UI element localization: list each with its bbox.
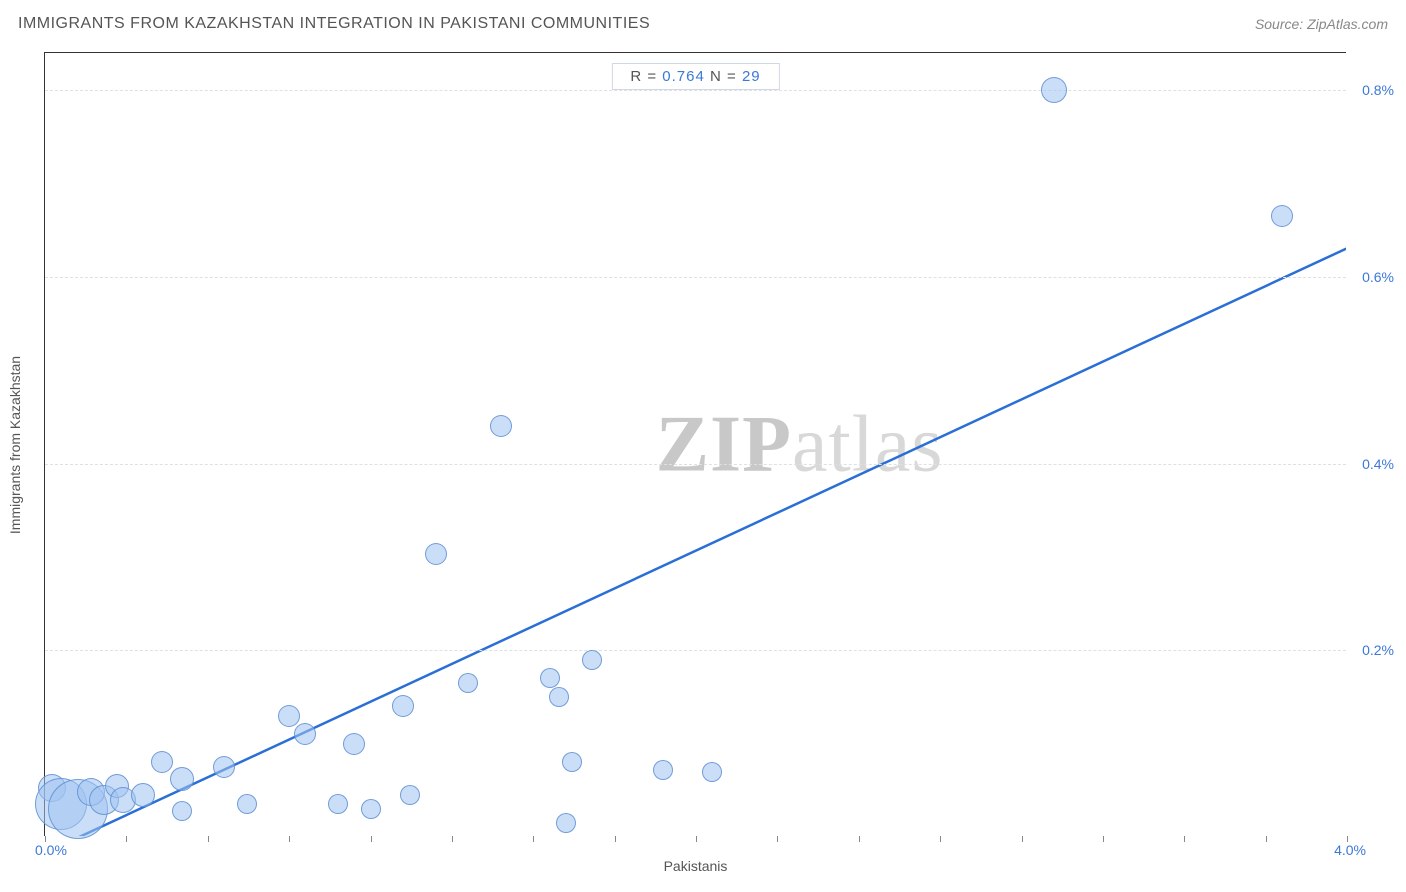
data-point[interactable] xyxy=(556,813,576,833)
gridline-horizontal xyxy=(45,277,1346,278)
x-axis-tick xyxy=(126,836,127,842)
stats-box: R = 0.764 N = 29 xyxy=(611,63,779,90)
x-axis-tick xyxy=(615,836,616,842)
x-axis-tick xyxy=(1184,836,1185,842)
data-point[interactable] xyxy=(278,705,300,727)
data-point[interactable] xyxy=(170,767,194,791)
x-axis-min-label: 0.0% xyxy=(35,842,67,858)
watermark-bold: ZIP xyxy=(656,400,792,488)
gridline-horizontal xyxy=(45,90,1346,91)
data-point[interactable] xyxy=(540,668,560,688)
r-label: R = xyxy=(630,68,662,85)
x-axis-tick xyxy=(45,836,46,842)
gridline-horizontal xyxy=(45,650,1346,651)
data-point[interactable] xyxy=(425,543,447,565)
x-axis-tick xyxy=(1347,836,1348,842)
data-point[interactable] xyxy=(392,695,414,717)
data-point[interactable] xyxy=(294,723,316,745)
data-point[interactable] xyxy=(562,752,582,772)
data-point[interactable] xyxy=(343,733,365,755)
data-point[interactable] xyxy=(172,801,192,821)
data-point[interactable] xyxy=(151,751,173,773)
y-tick-label: 0.2% xyxy=(1362,642,1394,658)
data-point[interactable] xyxy=(328,794,348,814)
gridline-horizontal xyxy=(45,464,1346,465)
x-axis-tick xyxy=(859,836,860,842)
source-attribution: Source: ZipAtlas.com xyxy=(1255,16,1388,32)
data-point[interactable] xyxy=(213,756,235,778)
x-axis-tick xyxy=(452,836,453,842)
x-axis-tick xyxy=(1103,836,1104,842)
data-point[interactable] xyxy=(490,415,512,437)
data-point[interactable] xyxy=(131,783,155,807)
x-axis-tick xyxy=(533,836,534,842)
x-axis-label: Pakistanis xyxy=(664,858,728,874)
x-axis-max-label: 4.0% xyxy=(1334,842,1366,858)
x-axis-tick xyxy=(940,836,941,842)
n-label: N = xyxy=(705,68,742,85)
chart-frame: ZIPatlas R = 0.764 N = 29 Pakistanis Imm… xyxy=(44,52,1346,836)
y-tick-label: 0.8% xyxy=(1362,82,1394,98)
chart-title: IMMIGRANTS FROM KAZAKHSTAN INTEGRATION I… xyxy=(18,15,650,33)
data-point[interactable] xyxy=(458,673,478,693)
data-point[interactable] xyxy=(361,799,381,819)
watermark: ZIPatlas xyxy=(656,399,944,490)
data-point[interactable] xyxy=(549,687,569,707)
x-axis-tick xyxy=(371,836,372,842)
x-axis-tick xyxy=(208,836,209,842)
data-point[interactable] xyxy=(582,650,602,670)
y-tick-label: 0.6% xyxy=(1362,269,1394,285)
y-tick-label: 0.4% xyxy=(1362,456,1394,472)
data-point[interactable] xyxy=(1041,77,1067,103)
data-point[interactable] xyxy=(237,794,257,814)
y-axis-label: Immigrants from Kazakhstan xyxy=(7,355,23,533)
data-point[interactable] xyxy=(1271,205,1293,227)
x-axis-tick xyxy=(289,836,290,842)
watermark-light: atlas xyxy=(792,400,944,488)
chart-header: IMMIGRANTS FROM KAZAKHSTAN INTEGRATION I… xyxy=(0,0,1406,48)
x-axis-tick xyxy=(1022,836,1023,842)
x-axis-tick xyxy=(696,836,697,842)
trendline xyxy=(45,53,1346,836)
data-point[interactable] xyxy=(702,762,722,782)
x-axis-tick xyxy=(777,836,778,842)
x-axis-tick xyxy=(1266,836,1267,842)
data-point[interactable] xyxy=(400,785,420,805)
r-value: 0.764 xyxy=(662,68,705,85)
data-point[interactable] xyxy=(653,760,673,780)
plot-area: ZIPatlas R = 0.764 N = 29 xyxy=(45,53,1346,836)
n-value: 29 xyxy=(742,68,761,85)
